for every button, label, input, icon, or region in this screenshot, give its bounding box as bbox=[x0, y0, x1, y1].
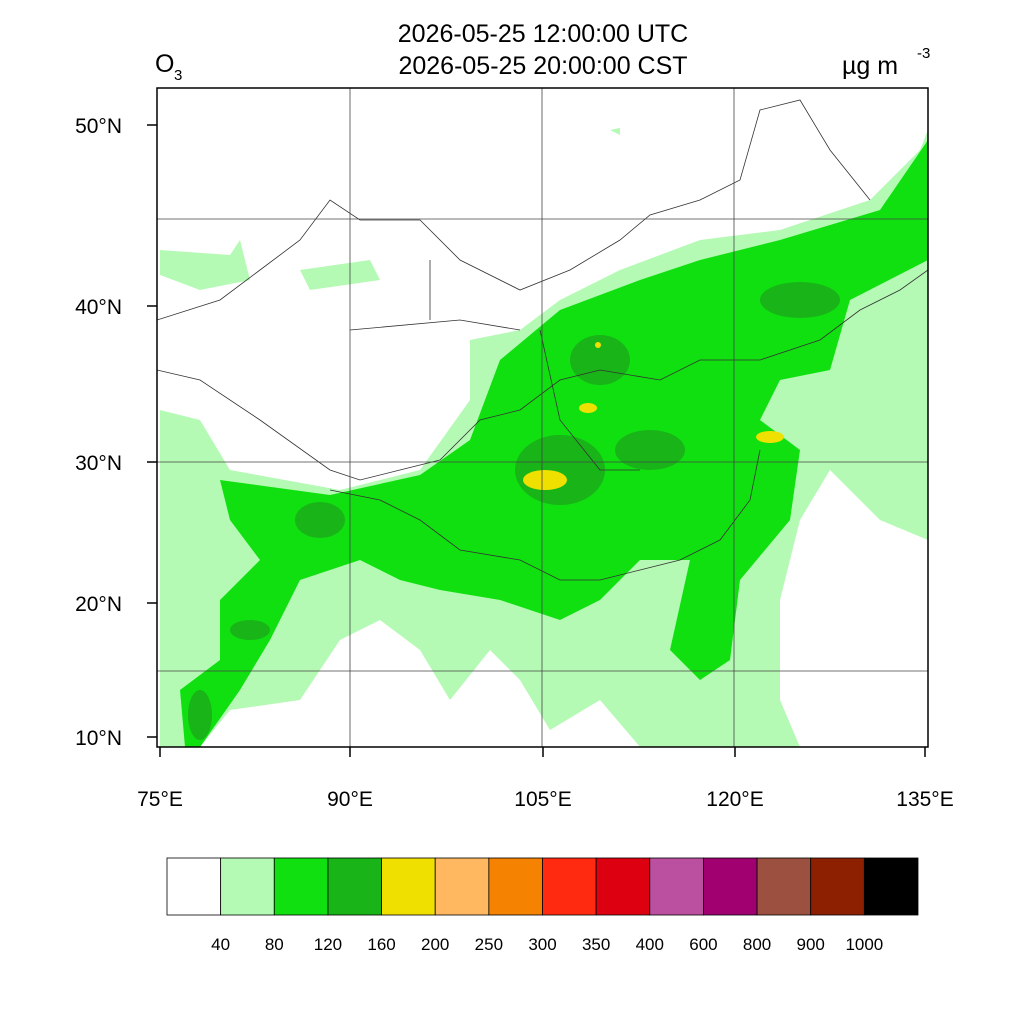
lat-label: 10°N bbox=[75, 727, 122, 750]
colorbar-label: 160 bbox=[367, 935, 395, 954]
colorbar-label: 80 bbox=[265, 935, 284, 954]
colorbar-box bbox=[327, 857, 382, 916]
lat-label: 20°N bbox=[75, 593, 122, 616]
colorbar-label: 600 bbox=[689, 935, 717, 954]
title-line: 2026-05-25 12:00:00 UTC bbox=[398, 20, 688, 48]
colorbar-box bbox=[220, 857, 275, 916]
colorbar-label: 300 bbox=[528, 935, 556, 954]
lon-label: 75°E bbox=[137, 788, 183, 811]
colorbar-label: 900 bbox=[797, 935, 825, 954]
colorbar-label: 350 bbox=[582, 935, 610, 954]
colorbar-box bbox=[166, 857, 222, 916]
lon-label: 135°E bbox=[896, 788, 953, 811]
colorbar-box bbox=[649, 857, 704, 916]
colorbar: 40 80 120 160 200 250 300 350 400 600 800 900 1000 bbox=[166, 857, 919, 954]
lat-label: 40°N bbox=[75, 296, 122, 319]
title-line: 2026-05-25 20:00:00 CST bbox=[398, 52, 687, 80]
colorbar-label: 400 bbox=[636, 935, 664, 954]
lat-label: 50°N bbox=[75, 115, 122, 138]
variable-label: O bbox=[155, 50, 174, 78]
colorbar-label: 1000 bbox=[845, 935, 883, 954]
lon-label: 120°E bbox=[706, 788, 763, 811]
lat-label: 30°N bbox=[75, 452, 122, 475]
colorbar-label: 120 bbox=[314, 935, 342, 954]
variable-subscript: 3 bbox=[174, 67, 182, 84]
colorbar-label: 800 bbox=[743, 935, 771, 954]
colorbar-box bbox=[703, 857, 758, 916]
colorbar-label: 200 bbox=[421, 935, 449, 954]
colorbar-box bbox=[434, 857, 490, 916]
colorbar-box bbox=[273, 857, 329, 916]
map-area bbox=[157, 88, 928, 747]
colorbar-label: 250 bbox=[475, 935, 503, 954]
unit-superscript: -3 bbox=[917, 45, 930, 62]
unit-label: µg m bbox=[842, 52, 898, 80]
colorbar-box bbox=[488, 857, 543, 916]
colorbar-box bbox=[863, 857, 919, 916]
colorbar-box bbox=[542, 857, 597, 916]
lon-label: 105°E bbox=[514, 788, 571, 811]
lon-label: 90°E bbox=[327, 788, 373, 811]
colorbar-box bbox=[756, 857, 812, 916]
colorbar-box bbox=[595, 857, 651, 916]
colorbar-box bbox=[381, 857, 436, 916]
colorbar-box bbox=[810, 857, 865, 916]
colorbar-label: 40 bbox=[211, 935, 230, 954]
axes: 50°N 40°N 30°N 20°N 10°N 75°E 90°E 105°E 120°E 13… bbox=[75, 115, 954, 811]
